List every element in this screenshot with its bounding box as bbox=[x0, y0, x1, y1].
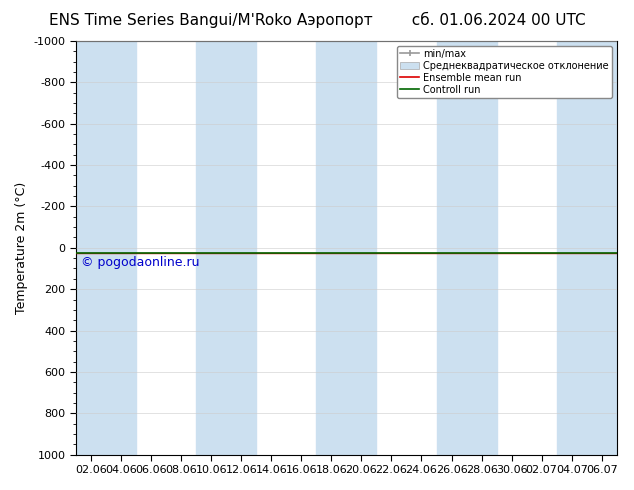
Text: © pogodaonline.ru: © pogodaonline.ru bbox=[81, 256, 200, 269]
Bar bbox=[196, 41, 256, 455]
Bar bbox=[76, 41, 136, 455]
Legend: min/max, Среднеквадратическое отклонение, Ensemble mean run, Controll run: min/max, Среднеквадратическое отклонение… bbox=[397, 46, 612, 98]
Y-axis label: Temperature 2m (°C): Temperature 2m (°C) bbox=[15, 182, 28, 314]
Bar bbox=[557, 41, 617, 455]
Bar bbox=[316, 41, 377, 455]
Bar bbox=[436, 41, 496, 455]
Text: ENS Time Series Bangui/M'Roko Аэропорт        сб. 01.06.2024 00 UTC: ENS Time Series Bangui/M'Roko Аэропорт с… bbox=[49, 12, 585, 28]
